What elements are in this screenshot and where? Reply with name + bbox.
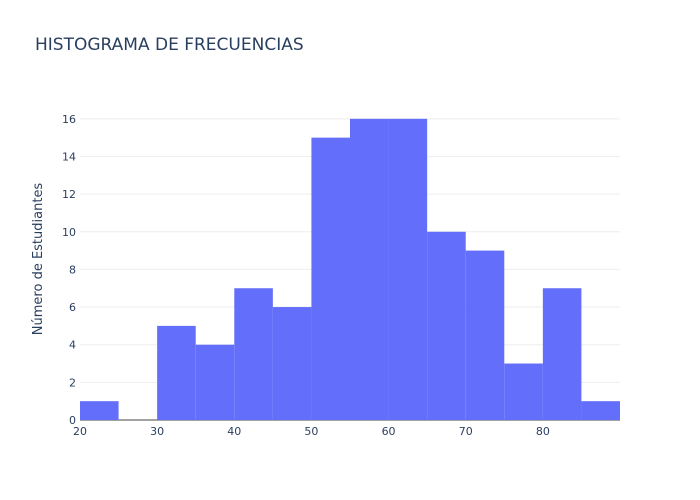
x-tick-label: 30 [150,425,164,438]
x-tick-label: 60 [382,425,396,438]
histogram-bar [388,118,428,420]
y-tick-label: 6 [69,301,76,314]
y-tick-label: 12 [62,188,76,201]
bars [80,118,620,420]
x-tick-label: 20 [73,425,87,438]
y-tick-label: 10 [62,226,76,239]
y-tick-label: 4 [69,339,76,352]
histogram-bar [542,288,582,420]
histogram-bar [157,325,196,420]
histogram-bar [350,118,389,420]
histogram-bar [504,363,543,420]
y-tick-label: 16 [62,113,76,126]
x-tick-label: 50 [304,425,318,438]
x-tick-label: 70 [459,425,473,438]
y-axis-label: Número de Estudiantes [31,183,46,336]
x-tick-label: 80 [536,425,550,438]
histogram-bar [272,307,312,420]
chart-title: HISTOGRAMA DE FRECUENCIAS [35,35,304,55]
histogram-bar [195,344,235,420]
y-tick-label: 0 [69,414,76,427]
y-tick-label: 8 [69,263,76,276]
histogram-bar [234,288,273,420]
histogram-bar [427,231,466,420]
histogram-bar [80,401,119,420]
histogram-bar [581,401,620,420]
y-axis-ticks: 0 2 4 6 8 10 12 14 16 [62,113,76,427]
y-tick-label: 14 [62,150,76,163]
x-axis-ticks: 20 30 40 50 60 70 80 [73,425,550,438]
histogram-bar [465,250,505,420]
histogram-bar [311,137,350,420]
x-tick-label: 40 [227,425,241,438]
y-tick-label: 2 [69,376,76,389]
